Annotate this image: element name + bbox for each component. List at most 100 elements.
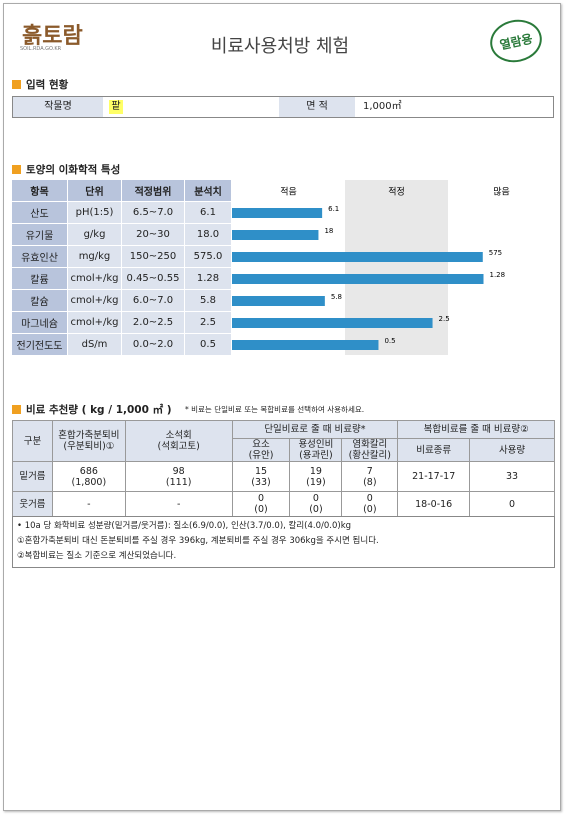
text: 소석회 [165, 430, 192, 441]
text: - [87, 498, 91, 510]
text: - [176, 498, 181, 510]
cell: 0.45~0.55 [122, 268, 185, 290]
cell: 98 (111) [124, 461, 233, 492]
level-label: 적정 [388, 186, 405, 198]
text: 98 [172, 465, 185, 477]
bar [232, 296, 325, 306]
value: 1,000㎡ [363, 101, 402, 112]
cell: g/kg [68, 224, 122, 246]
header-cell: 항목 [12, 180, 68, 202]
row: 밑거름 686 (1,800) 98 (111) 15 (33) 19 (19) 7 (8) 21-1… [12, 461, 555, 492]
text: 용성인비 [298, 439, 334, 450]
header-cell: 비료종류 [397, 438, 471, 462]
bar-label: 2.5 [439, 315, 450, 323]
cell: 전기전도도 [12, 334, 68, 356]
footnotes: • 10a 당 화학비료 성분량(밑거름/웃거름): 질소(6.9/0.0), … [12, 516, 555, 568]
text: 7 [366, 465, 373, 477]
cell: 0 (0) [231, 491, 291, 517]
header-cell: 복합비료를 줄 때 비료량② [397, 420, 555, 439]
value: 팥 [109, 100, 123, 114]
bar [232, 252, 483, 262]
level-label: 적음 [280, 186, 297, 198]
text: (33) [251, 476, 271, 488]
cell: 2.0~2.5 [122, 312, 185, 334]
cell: 산도 [12, 202, 68, 224]
cell: 칼슘 [12, 290, 68, 312]
cell: - [51, 491, 126, 517]
cell: 20~30 [122, 224, 185, 246]
cell: 2.5 [185, 312, 232, 334]
text: (111) [165, 476, 192, 488]
footnote: • 10a 당 화학비료 성분량(밑거름/웃거름): 질소(6.9/0.0), … [17, 521, 352, 531]
header-cell: 적정범위 [122, 180, 185, 202]
bar-label: 18 [324, 227, 333, 235]
cell: mg/kg [68, 246, 122, 268]
text: (석회고토) [157, 441, 200, 452]
cell: 18.0 [185, 224, 232, 246]
header-cell: 요소 (유안) [231, 438, 291, 462]
cell: 0 [469, 491, 555, 517]
cell: 0 (0) [289, 491, 343, 517]
header-cell: 분석치 [185, 180, 232, 202]
cell: 6.0~7.0 [122, 290, 185, 312]
header-cell: 소석회 (석회고토) [124, 420, 233, 462]
bar-label: 5.8 [331, 293, 342, 301]
text: (0) [363, 504, 377, 515]
cell: 18-0-16 [397, 491, 471, 517]
text: (황산칼리) [348, 450, 391, 461]
bar [232, 340, 379, 350]
cell: cmol+/kg [68, 290, 122, 312]
bar-label: 6.1 [328, 205, 339, 213]
zone [448, 180, 555, 355]
text: 혼합가축분퇴비 [58, 430, 120, 441]
cell: 33 [469, 461, 555, 492]
text: 0 [366, 493, 373, 504]
cell: 19 (19) [289, 461, 343, 492]
page-frame [3, 3, 561, 811]
text: (19) [306, 476, 326, 488]
text: (0) [309, 504, 323, 515]
bar-label: 575 [489, 249, 502, 257]
logo: 흙토람 [22, 24, 83, 49]
cell: 5.8 [185, 290, 232, 312]
header-cell: 구분 [12, 420, 53, 462]
row: 웃거름 - -0 (0) 0 (0) 0 (0) 18-0-16 0 [12, 491, 555, 517]
fert-table: 구분 혼합가축분퇴비 (우분퇴비)① 소석회 (석회고토) 단일비료로 줄 때 비료… [12, 420, 555, 517]
text: (용과린) [299, 450, 333, 461]
cell: 686 (1,800) [51, 461, 126, 492]
note: * 비료는 단일비료 또는 복합비료를 선택하여 사용하세요. [185, 405, 365, 414]
cell: 0.5 [185, 334, 232, 356]
bar [232, 318, 433, 328]
bar-label: 1.28 [490, 271, 506, 279]
input-box: 작물명 팥 면 적 1,000㎡ [12, 96, 554, 118]
cell: 0.0~2.0 [122, 334, 185, 356]
header-cell: 사용량 [469, 438, 555, 462]
cell: 15 (33) [231, 461, 291, 492]
cell: 150~250 [122, 246, 185, 268]
cell: 575.0 [185, 246, 232, 268]
section-title: 비료 추천량 ( kg / 1,000 ㎡ ) [12, 402, 172, 417]
text: 15 [254, 465, 268, 477]
label: 작물명 [13, 97, 103, 117]
header-cell: 단일비료로 줄 때 비료량* [231, 420, 399, 439]
text: 요소 [252, 439, 270, 450]
text: (0) [254, 504, 268, 515]
footnote: ②복합비료는 질소 기준으로 계산되었습니다. [17, 551, 177, 561]
cell: 21-17-17 [397, 461, 471, 492]
header-cell: 용성인비 (용과린) [289, 438, 343, 462]
text: 염화칼리 [352, 439, 388, 450]
bar-label: 0.5 [384, 337, 395, 345]
bar [232, 274, 484, 284]
cell: 칼륨 [12, 268, 68, 290]
cell: 7 (8) [341, 461, 399, 492]
text: 0 [312, 493, 319, 504]
level-label: 많음 [493, 187, 510, 198]
cell: 1.28 [185, 268, 232, 290]
header-cell: 혼합가축분퇴비 (우분퇴비)① [51, 420, 126, 462]
cell: - [124, 491, 233, 517]
bar [232, 208, 323, 218]
text: (1,800) [71, 476, 107, 488]
footnote: ①혼합가축분퇴비 대신 돈분퇴비를 주실 경우 396kg, 계분퇴비를 주실 … [17, 536, 379, 546]
cell: dS/m [68, 334, 122, 356]
header-cell: 염화칼리 (황산칼리) [341, 438, 399, 462]
